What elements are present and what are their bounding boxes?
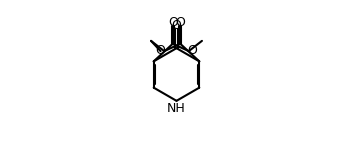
Text: O: O [156, 44, 166, 57]
Text: NH: NH [167, 102, 186, 115]
Text: O: O [172, 19, 181, 32]
Text: O: O [168, 16, 178, 29]
Text: O: O [175, 16, 185, 29]
Text: O: O [187, 44, 197, 57]
